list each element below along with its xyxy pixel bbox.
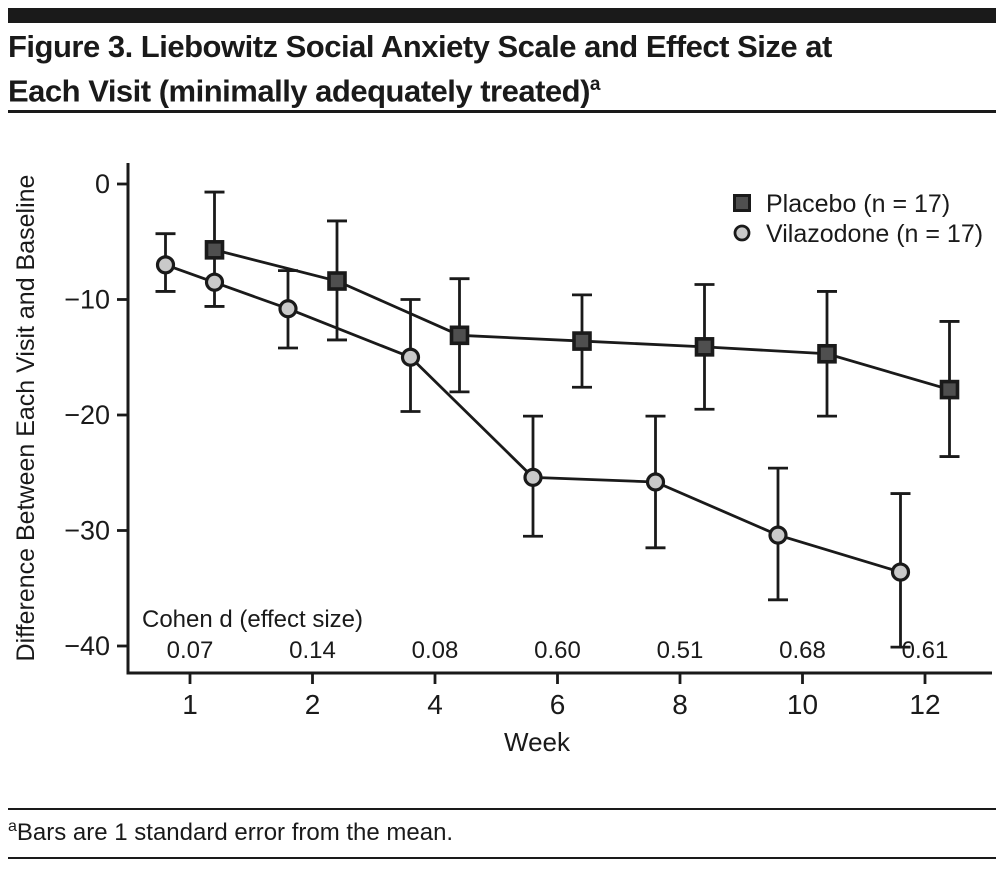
- chart-area: 0 −10 −20 −30 −40 1 0.07 2 0.14 4 0.08 6 0.60 8 0.51 10…: [0, 120, 1004, 792]
- y-tick-label-−20: −20: [64, 400, 110, 430]
- figure-title: Figure 3. Liebowitz Social Anxiety Scale…: [8, 28, 996, 110]
- x-tick-label-week-1: 1: [182, 689, 198, 720]
- y-axis-title: Difference Between Each Visit and Baseli…: [12, 175, 40, 662]
- vilazodone-marker-week-8: [645, 472, 666, 492]
- effect-size-value-week-6: 0.60: [534, 637, 581, 664]
- figure-title-superscript: a: [589, 74, 601, 95]
- x-tick-label-week-6: 6: [550, 689, 566, 720]
- placebo-marker-week-10: [817, 343, 837, 364]
- figure-title-line1: Figure 3. Liebowitz Social Anxiety Scale…: [8, 29, 832, 64]
- vilazodone-marker-week-1: [155, 255, 176, 275]
- x-tick-label-week-8: 8: [672, 689, 688, 720]
- x-axis-title: Week: [504, 727, 571, 757]
- effect-size-value-week-1: 0.07: [167, 637, 214, 664]
- effect-size-value-week-4: 0.08: [412, 637, 459, 664]
- placebo-marker-week-8: [694, 337, 715, 357]
- x-tick-label-week-10: 10: [787, 689, 818, 720]
- footnote-superscript: a: [8, 818, 17, 835]
- footnote-divider-bottom: [8, 857, 996, 859]
- vilazodone-marker-week-6: [523, 467, 543, 487]
- effect-size-heading: Cohen d (effect size): [142, 606, 363, 633]
- effect-size-value-week-12: 0.61: [902, 637, 949, 664]
- footnote-divider-top: [8, 808, 996, 810]
- y-tick-label-−30: −30: [64, 516, 110, 546]
- y-tick-label-0: 0: [95, 169, 110, 199]
- placebo-marker-week-2: [327, 271, 347, 291]
- x-tick-label-week-12: 12: [909, 689, 940, 720]
- footnote-text: Bars are 1 standard error from the mean.: [16, 819, 454, 846]
- vilazodone-extra-marker: [204, 272, 225, 292]
- effect-size-value-week-2: 0.14: [289, 637, 336, 664]
- legend-placebo-swatch: [733, 194, 751, 212]
- vilazodone-marker-week-12: [890, 562, 911, 582]
- figure-title-line2: Each Visit (minimally adequately treated…: [8, 73, 590, 109]
- vilazodone-marker-week-4: [400, 347, 421, 367]
- y-tick-label-−40: −40: [64, 631, 110, 661]
- chart-canvas: 0 −10 −20 −30 −40 1 0.07 2 0.14 4 0.08 6 0.60 8 0.51 10…: [12, 163, 992, 757]
- placebo-marker-week-6: [572, 331, 592, 351]
- legend-vilazodone-swatch: [733, 224, 751, 242]
- title-divider-rule: [8, 110, 996, 113]
- x-tick-label-week-2: 2: [305, 689, 321, 720]
- legend-vilazodone-label: Vilazodone (n = 17): [766, 220, 983, 248]
- placebo-marker-week-4: [449, 325, 470, 346]
- effect-size-value-week-8: 0.51: [657, 637, 704, 664]
- vilazodone-marker-week-10: [768, 525, 788, 545]
- figure-top-bar: [8, 8, 996, 23]
- placebo-marker-week-12: [939, 379, 960, 400]
- effect-size-value-week-10: 0.68: [779, 637, 826, 664]
- footnote: aBars are 1 standard error from the mean…: [8, 818, 996, 847]
- legend-placebo-label: Placebo (n = 17): [766, 190, 950, 218]
- vilazodone-marker-week-2: [278, 299, 298, 319]
- placebo-marker-week-1: [204, 240, 225, 260]
- y-tick-label-−10: −10: [64, 285, 110, 315]
- x-tick-label-week-4: 4: [427, 689, 443, 720]
